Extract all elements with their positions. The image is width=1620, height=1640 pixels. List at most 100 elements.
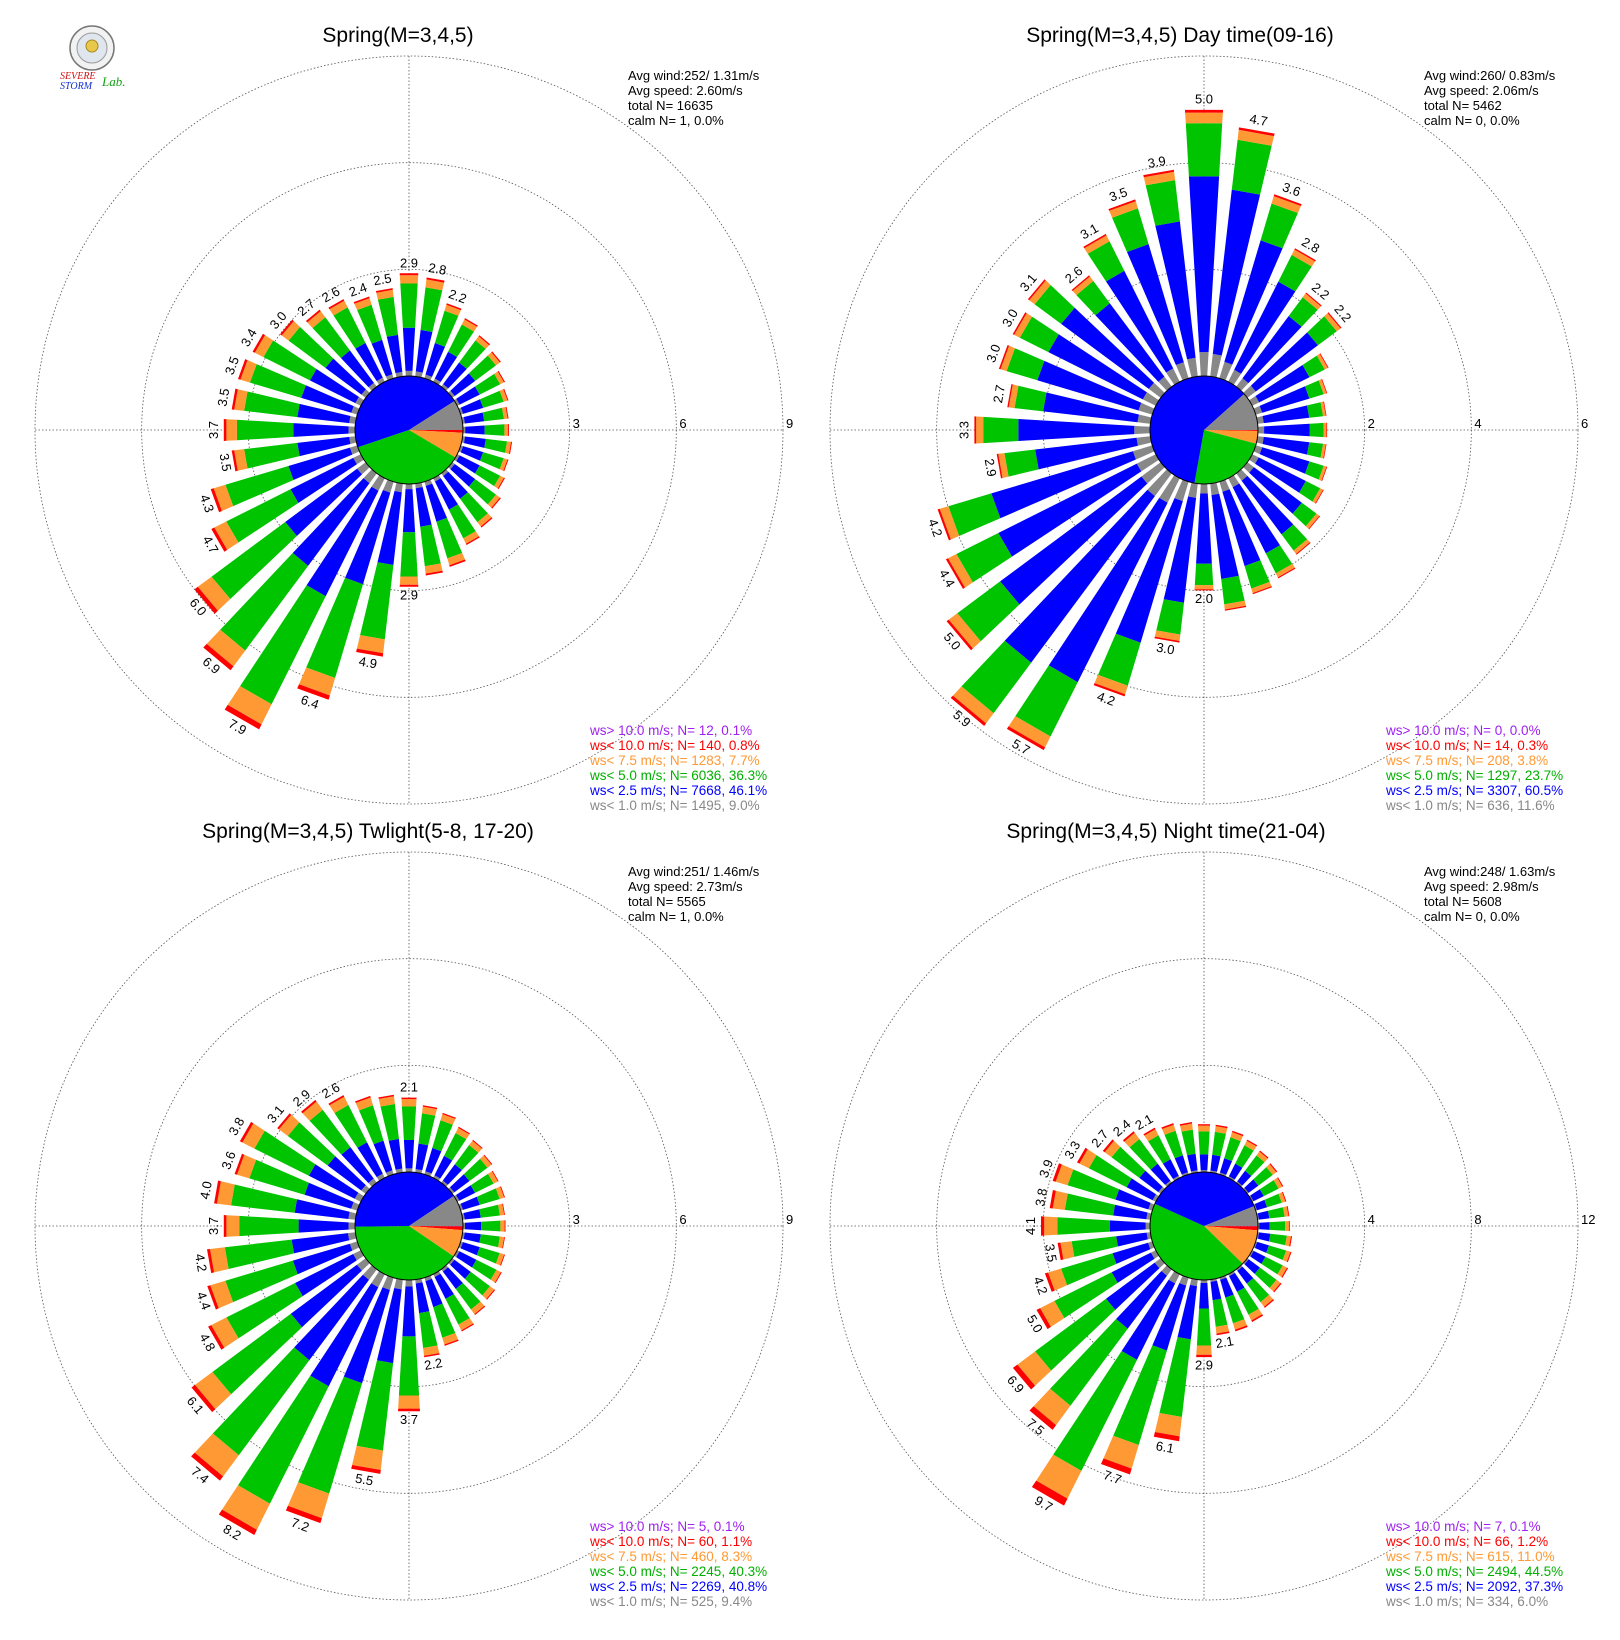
bar-segment-90 [1257,426,1265,434]
bar-segment-50 [450,373,476,396]
bar-segment-180 [400,532,418,577]
bar-segment-310 [1034,285,1075,324]
bar-segment-70 [1278,1192,1286,1203]
bar-segment-300 [1012,312,1027,335]
bar-segment-160 [433,1303,456,1338]
bar-segment-170 [1221,575,1245,605]
stat-avg-speed: Avg speed: 2.60m/s [628,83,743,98]
bar-label-260: 3.5 [216,452,234,472]
bar-segment-270 [239,1215,299,1237]
bar-segment-120 [456,455,480,474]
bar-segment-90 [504,1220,506,1232]
bar-segment-310 [325,358,366,395]
bar-segment-290 [234,1153,245,1175]
bar-label-20: 2.2 [447,286,469,306]
bar-segment-270 [1109,1220,1146,1232]
bar-segment-100 [505,441,512,454]
bar-segment-290 [1067,1169,1120,1200]
bar-segment-350 [1180,1123,1193,1132]
bar-segment-290 [304,1182,354,1209]
bar-segment-100 [509,441,513,455]
bar-segment-40 [1236,1181,1243,1187]
bar-segment-240 [214,521,239,550]
bar-segment-40 [441,384,449,391]
bar-segment-330 [1084,235,1110,254]
bar-segment-180 [1196,493,1212,564]
bar-segment-200 [298,1376,363,1494]
bar-segment-110 [1321,466,1328,482]
bar-segment-170 [423,1345,440,1356]
bar-segment-120 [1312,488,1324,504]
pie-slice [355,1226,454,1281]
bar-segment-110 [458,445,464,453]
bar-segment-200 [1179,1275,1189,1286]
bar-segment-50 [468,355,496,381]
bar-segment-220 [1033,1388,1071,1426]
bar-segment-230 [290,1264,362,1328]
bar-segment-340 [1162,1124,1176,1135]
bar-segment-200 [1093,683,1126,697]
bar-segment-90 [1264,423,1310,437]
bar-segment-10 [425,279,445,291]
bar-segment-120 [1249,1250,1254,1257]
bar-segment-320 [301,1099,317,1114]
logo-seal-center [85,39,99,53]
bar-segment-270 [223,1215,227,1237]
bar-segment-290 [301,385,354,413]
bar-segment-0 [1185,109,1223,113]
bar-segment-190 [352,1445,383,1470]
bar-segment-220 [961,640,1032,714]
pie-slice [1204,1226,1258,1264]
bar-segment-60 [454,1195,460,1202]
pie-slice [409,1226,463,1257]
bar-segment-140 [1296,542,1311,555]
pie-slice [1204,430,1258,444]
bar-segment-70 [1253,405,1263,415]
bar-segment-210 [238,1375,329,1504]
bar-segment-130 [1308,515,1321,530]
bar-segment-260 [1035,437,1138,470]
bar-segment-340 [1161,1123,1174,1129]
pie-outline [354,375,464,485]
bar-segment-220 [952,686,994,724]
bar-segment-80 [1307,402,1324,418]
bar-segment-270 [226,419,237,441]
bar-label-280: 2.7 [990,384,1008,404]
bar-segment-260 [1116,1232,1148,1247]
bar-segment-0 [401,1097,417,1100]
bar-segment-140 [442,1267,463,1289]
bar-segment-80 [479,1204,500,1218]
legend: ws> 10.0 m/s; N= 12, 0.1% ws< 10.0 m/s; … [589,723,767,813]
wind-rose-panel-day: Spring(M=3,4,5) Day time(09-16) Avg wind… [829,24,1588,813]
bar-segment-190 [1154,630,1181,641]
bar-segment-320 [1165,1180,1172,1187]
bar-segment-90 [508,424,509,436]
bar-segment-330 [376,1173,385,1181]
bar-segment-10 [415,329,433,373]
bar-segment-330 [357,1142,383,1178]
bar-segment-350 [1187,1153,1198,1172]
bar-segment-100 [464,436,486,448]
legend-entry-lt2-5: ws< 2.5 m/s; N= 3307, 60.5% [1385,783,1563,798]
legend-entry-lt1: ws< 1.0 m/s; N= 525, 9.4% [589,1594,752,1609]
bar-segment-130 [468,479,496,505]
bar-segment-330 [329,300,348,316]
bar-segment-210 [1006,726,1046,751]
legend-entry-lt5: ws< 5.0 m/s; N= 2245, 40.3% [589,1564,767,1579]
bar-segment-20 [424,1171,432,1177]
bar-segment-30 [464,318,478,327]
bar-segment-320 [340,350,374,388]
bar-segment-340 [1175,362,1189,381]
bar-segment-340 [1174,1155,1188,1175]
bar-segment-220 [363,469,377,484]
bar-segment-150 [1251,1314,1264,1322]
bar-label-200: 7.7 [1102,1467,1124,1487]
bar-segment-150 [434,1273,454,1299]
legend-entry-gt10: ws> 10.0 m/s; N= 0, 0.0% [1385,723,1541,738]
bar-segment-140 [471,1301,485,1315]
pie-slice [1204,430,1258,432]
bar-segment-0 [399,275,419,284]
bar-segment-70 [1305,380,1324,399]
bar-segment-240 [956,533,1012,583]
pie-slice [1194,430,1257,484]
